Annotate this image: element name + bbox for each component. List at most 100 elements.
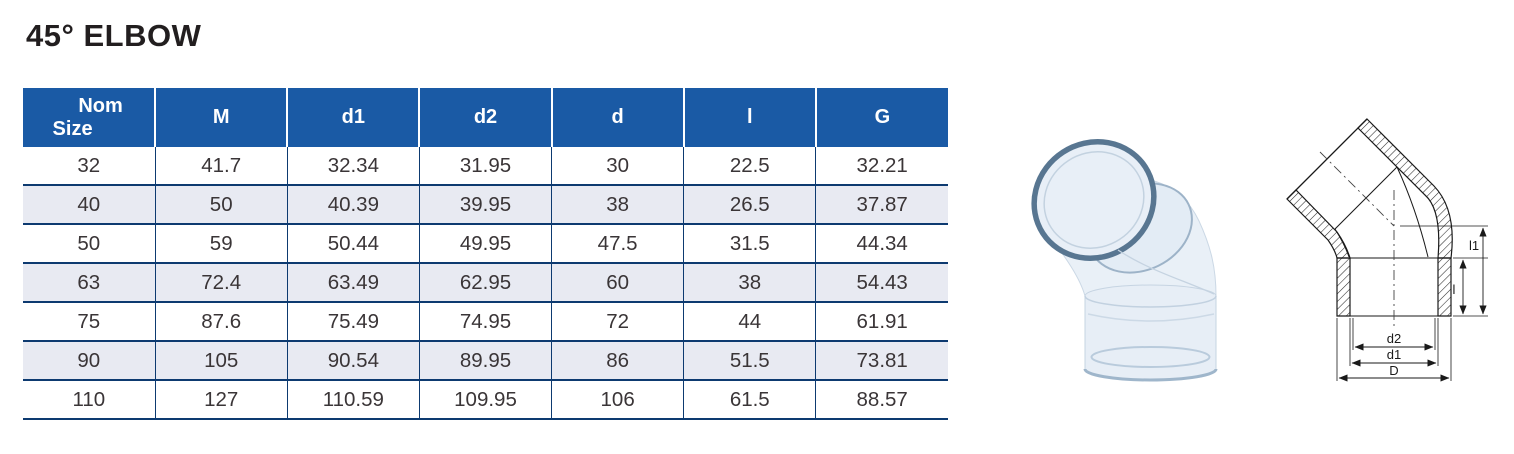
table-cell: 32 — [77, 153, 101, 177]
column-header-text: M — [212, 106, 230, 129]
table-cell: 49.95 — [418, 223, 552, 263]
column-header-d: d — [550, 88, 684, 147]
table-cell: 22.5 — [683, 147, 816, 185]
dimension-lines — [1338, 227, 1487, 382]
socket-step-line — [1087, 313, 1215, 322]
table-cell: 50.44 — [286, 223, 420, 263]
table-cell: 54.43 — [815, 262, 948, 302]
dim-label-d2: d2 — [1387, 331, 1401, 346]
table-cell: 109.95 — [418, 379, 552, 420]
table-row: 40 50 40.39 39.95 38 26.5 37.87 — [23, 184, 948, 224]
table-cell: 75 — [23, 301, 156, 341]
table-cell: 39.95 — [418, 184, 552, 224]
column-header-d2: d2 — [418, 88, 552, 147]
body-junction-line — [1117, 249, 1215, 295]
table-cell: 50 — [154, 184, 288, 224]
table-row: 90 105 90.54 89.95 86 51.5 73.81 — [23, 340, 948, 380]
table-cell: 40 — [23, 184, 156, 224]
column-header-text: Size — [52, 117, 93, 140]
bore-left-curve — [1334, 228, 1350, 258]
table-cell: 59 — [154, 223, 288, 263]
column-header-nom-size: Nom Size — [23, 88, 156, 147]
dim-label-d1: d1 — [1387, 347, 1401, 362]
table-cell: 63.49 — [286, 262, 420, 302]
elbow-section-drawing: l l1 d2 d1 D — [1286, 118, 1488, 382]
column-header-text: Nom — [78, 95, 123, 118]
mouth-rim-inner-line — [1043, 151, 1145, 249]
bottom-inner-edge — [1090, 346, 1211, 368]
page-title: 45° ELBOW — [26, 18, 202, 53]
table-row: 50 59 50.44 49.95 47.5 31.5 44.34 — [23, 223, 948, 263]
column-header-text: d1 — [341, 106, 366, 129]
table-cell: 110.59 — [286, 379, 420, 420]
table-cell: 72.4 — [154, 262, 288, 302]
socket-right-wall — [1437, 257, 1452, 317]
table-cell: 31.5 — [683, 223, 816, 263]
bottom-rim — [1083, 368, 1218, 382]
elbow-photo-illustration — [1031, 139, 1218, 382]
table-row: 63 72.4 63.49 62.95 60 38 54.43 — [23, 262, 948, 302]
dim-label-D: D — [1389, 363, 1398, 378]
dim-label-l1: l1 — [1469, 238, 1479, 253]
column-header-g: G — [814, 88, 948, 147]
extension-lines — [1336, 225, 1488, 381]
column-header-d1: d1 — [286, 88, 420, 147]
table-cell: 90.54 — [286, 340, 420, 380]
table-row: 110 127 110.59 109.95 106 61.5 88.57 — [23, 379, 948, 420]
column-header-text: G — [874, 106, 891, 129]
table-cell: 88.57 — [815, 379, 948, 420]
table-cell: 51.5 — [683, 340, 816, 380]
table-cell: 110 — [23, 379, 156, 420]
table-row: 32 41.7 32.34 31.95 30 22.5 32.21 — [23, 147, 948, 185]
table-cell: 86 — [551, 340, 684, 380]
table-cell: 87.6 — [154, 301, 288, 341]
product-photo — [1018, 128, 1248, 383]
table-cell: 63 — [23, 262, 156, 302]
socket-top-edge — [1084, 295, 1217, 308]
column-header-text: d — [611, 106, 624, 129]
column-header-text: l — [746, 106, 753, 129]
table-cell: 62.95 — [418, 262, 552, 302]
table-cell: 38 — [551, 184, 684, 224]
table-cell: 106 — [551, 379, 684, 420]
table-cell: 41.7 — [154, 147, 288, 185]
table-cell: 127 — [154, 379, 288, 420]
table-cell: 90 — [23, 340, 156, 380]
table-row: 75 87.6 75.49 74.95 72 44 61.91 — [23, 301, 948, 341]
socket-left-wall — [1336, 257, 1351, 317]
outer-bend-wall — [1357, 118, 1453, 259]
table-cell: 60 — [551, 262, 684, 302]
table-cell: 89.95 — [418, 340, 552, 380]
dim-label-l: l — [1453, 282, 1456, 297]
table-cell: 61.91 — [815, 301, 948, 341]
mouth-rim — [1031, 139, 1157, 261]
technical-diagram: l l1 d2 d1 D — [1276, 98, 1508, 398]
table-cell: 32.21 — [815, 147, 948, 185]
table-cell: 44 — [683, 301, 816, 341]
column-header-m: M — [154, 88, 288, 147]
table-cell: 47.5 — [551, 223, 684, 263]
table-cell: 61.5 — [683, 379, 816, 420]
centerline-diagonal — [1319, 151, 1395, 227]
column-header-text: d2 — [473, 106, 498, 129]
table-cell: 26.5 — [683, 184, 816, 224]
spec-table-body: 32 41.7 32.34 31.95 30 22.5 32.21 40 50 40.39 39.9… — [23, 147, 948, 420]
table-cell: 50 — [23, 223, 156, 263]
table-cell: 32.34 — [286, 147, 420, 185]
table-cell: 72 — [551, 301, 684, 341]
table-cell: 40.39 — [286, 184, 420, 224]
elbow-lower-socket — [1084, 284, 1217, 381]
table-cell: 74.95 — [418, 301, 552, 341]
table-cell: 75.49 — [286, 301, 420, 341]
table-cell: 73.81 — [815, 340, 948, 380]
table-cell: 105 — [154, 340, 288, 380]
table-cell: 30 — [551, 147, 684, 185]
bore-right-curve — [1396, 166, 1429, 258]
table-cell: 31.95 — [418, 147, 552, 185]
table-cell: 44.34 — [815, 223, 948, 263]
table-cell: 37.87 — [815, 184, 948, 224]
column-header-l: l — [682, 88, 816, 147]
